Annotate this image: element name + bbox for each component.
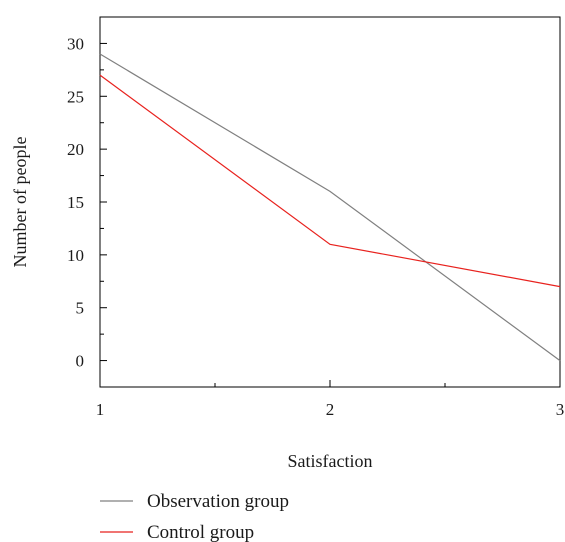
legend: Observation group Control group: [100, 491, 289, 542]
x-tick-label: 2: [326, 400, 335, 419]
y-tick-label: 25: [67, 87, 84, 106]
x-tick-label: 3: [556, 400, 565, 419]
y-tick-label: 5: [76, 299, 85, 318]
series-lines: [99, 53, 561, 362]
y-tick-label: 30: [67, 34, 84, 53]
x-axis-title: Satisfaction: [288, 451, 373, 471]
axis-ticks: 0 5 10 15 20 25 30 1 2 3: [67, 34, 564, 419]
series-line: [99, 74, 561, 288]
legend-label: Observation group: [147, 491, 289, 512]
x-tick-label: 1: [96, 400, 105, 419]
y-tick-label: 15: [67, 193, 84, 212]
y-axis-title: Number of people: [10, 137, 30, 268]
y-tick-label: 0: [76, 352, 85, 371]
y-tick-label: 20: [67, 140, 84, 159]
plot-area-frame: [99, 16, 561, 388]
y-tick-label: 10: [67, 246, 84, 265]
legend-label: Control group: [147, 522, 254, 542]
series-line: [99, 53, 561, 362]
